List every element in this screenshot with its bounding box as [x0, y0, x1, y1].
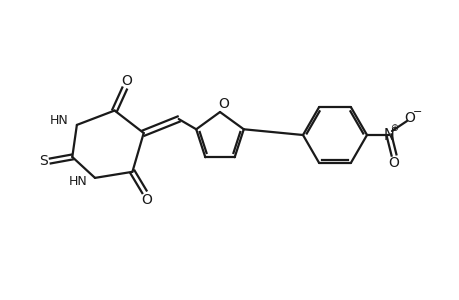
Text: O: O — [218, 97, 229, 111]
Text: ⊕: ⊕ — [389, 123, 397, 133]
Text: O: O — [140, 193, 151, 207]
Text: HN: HN — [68, 176, 87, 188]
Text: O: O — [388, 156, 398, 170]
Text: O: O — [403, 111, 414, 125]
Text: −: − — [413, 107, 422, 117]
Text: HN: HN — [50, 114, 69, 128]
Text: S: S — [39, 154, 48, 168]
Text: N: N — [383, 128, 393, 142]
Text: O: O — [121, 74, 132, 88]
